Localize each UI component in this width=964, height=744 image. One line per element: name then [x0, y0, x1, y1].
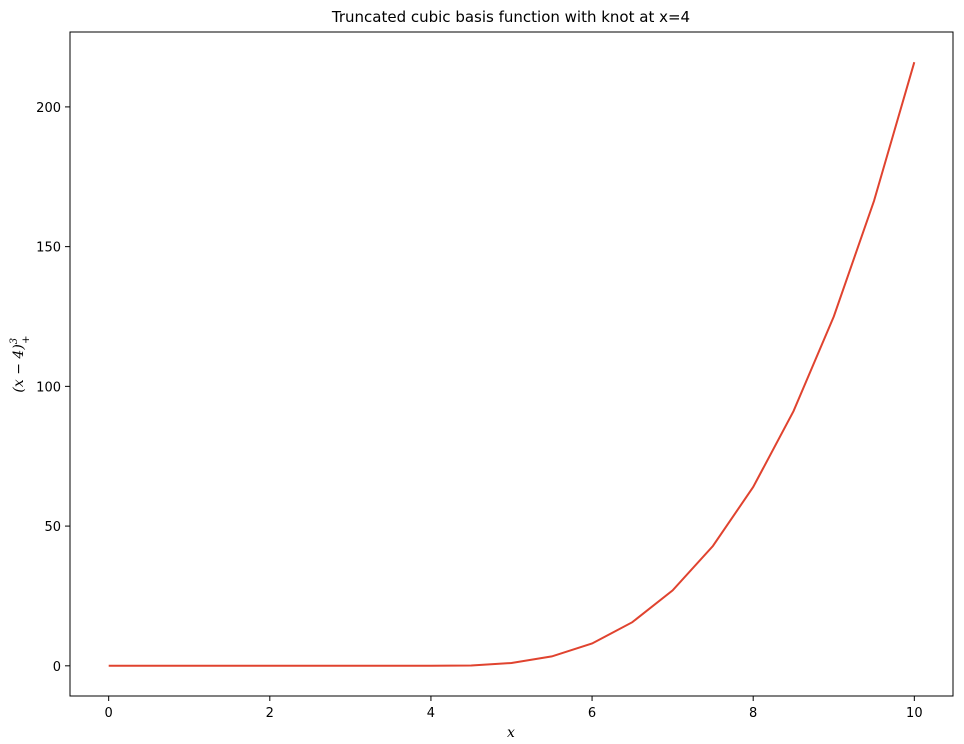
series-line [108, 61, 916, 667]
chart-title: Truncated cubic basis function with knot… [331, 8, 690, 26]
x-tick-label: 10 [906, 706, 923, 721]
x-axis-ticks: 0 2 4 6 8 10 [105, 696, 923, 721]
y-tick-label: 50 [44, 520, 61, 535]
y-axis-ticks: 0 50 100 150 200 [36, 101, 70, 675]
y-axis-label: (x − 4)3+ [9, 335, 32, 392]
y-tick-label: 150 [36, 241, 61, 256]
x-tick-label: 0 [105, 706, 113, 721]
y-axis-label-subscript: + [21, 335, 32, 343]
y-axis-label-superscript: 3 [9, 338, 20, 344]
x-axis-label: x [507, 725, 515, 741]
x-tick-label: 6 [588, 706, 596, 721]
plot-area [69, 31, 954, 697]
y-tick-label: 0 [53, 660, 61, 675]
x-tick-label: 8 [749, 706, 757, 721]
y-axis-label-base: (x − 4) [11, 344, 27, 392]
y-tick-label: 100 [36, 380, 61, 395]
y-tick-label: 200 [36, 101, 61, 116]
x-tick-label: 2 [266, 706, 274, 721]
axes-frame [69, 31, 954, 697]
x-tick-label: 4 [427, 706, 435, 721]
